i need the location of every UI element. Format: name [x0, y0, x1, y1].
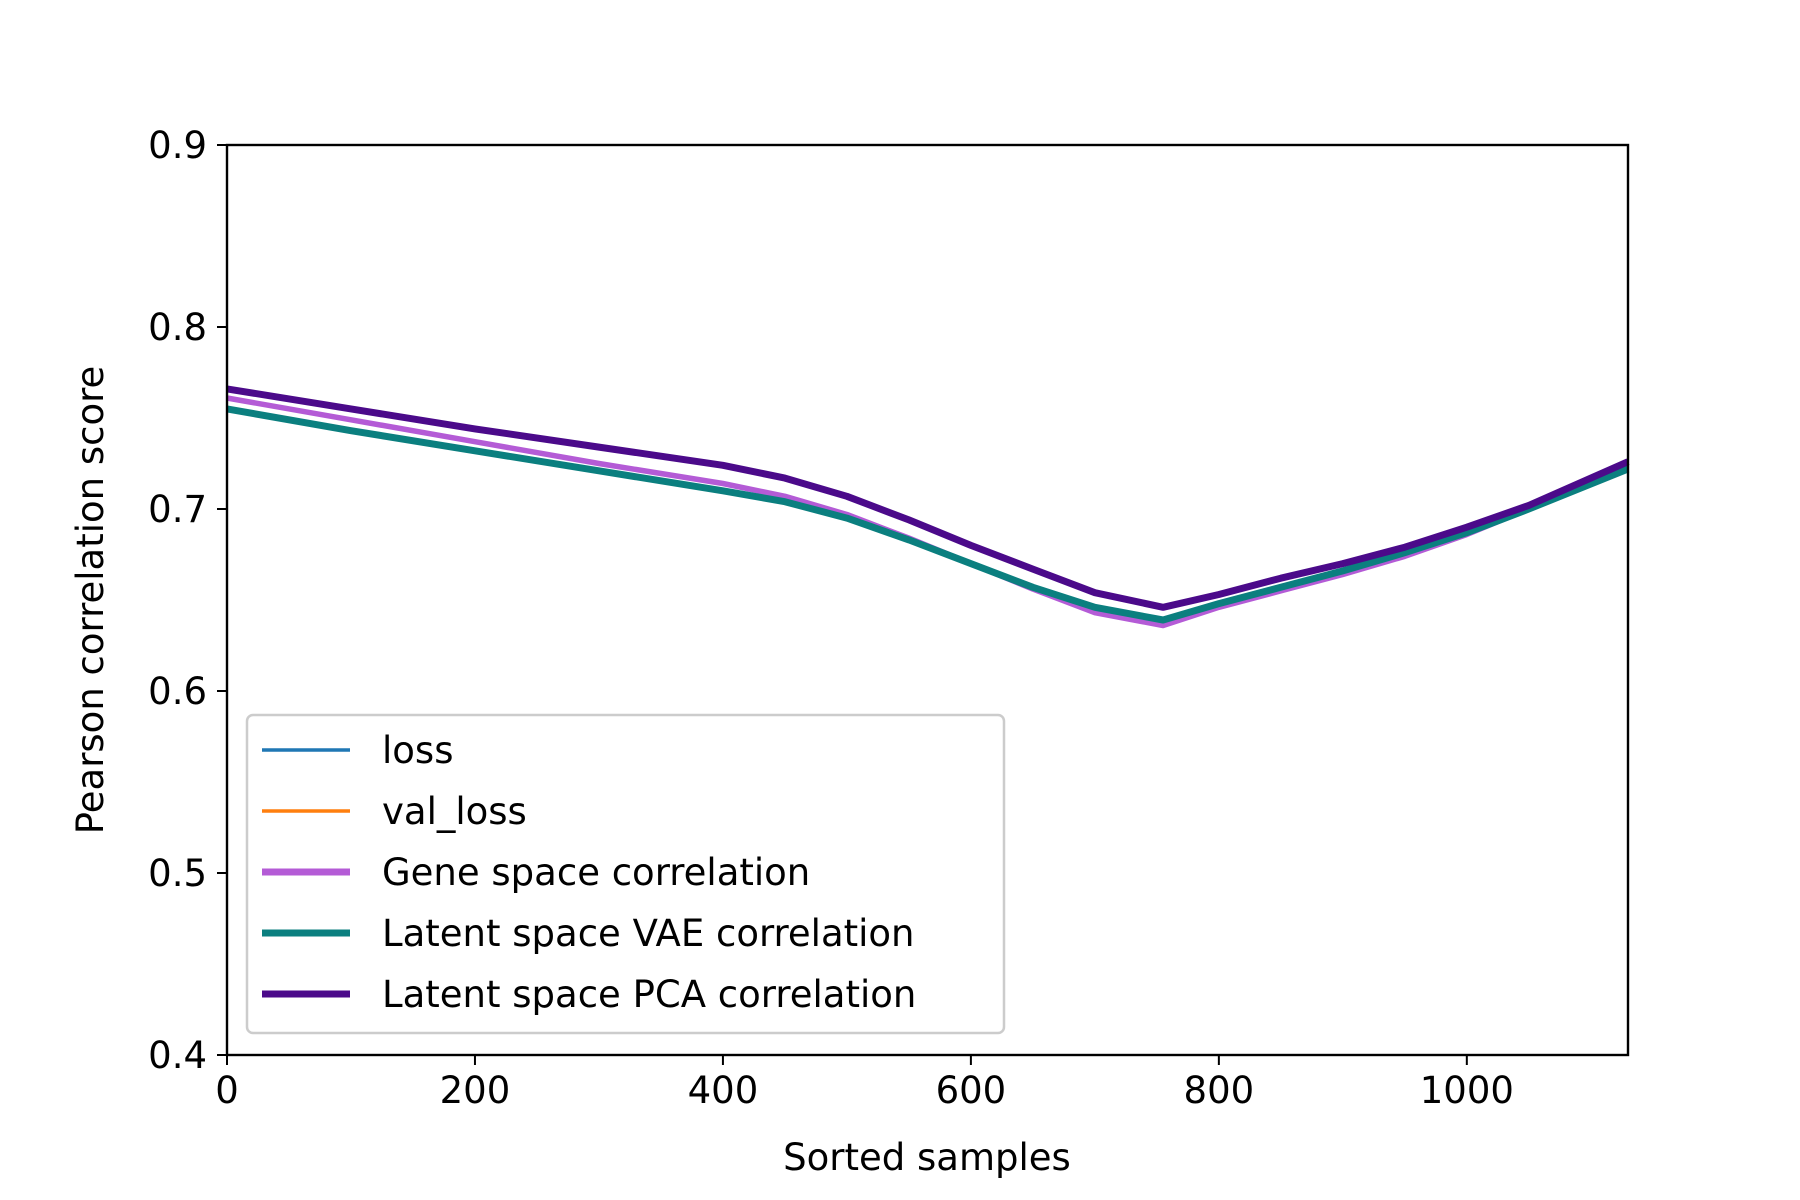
legend-box: [245, 713, 1006, 1035]
y-axis-label: Pearson correlation score: [69, 366, 112, 834]
series-layer: [226, 385, 1630, 629]
y-tick-label: 0.7: [148, 488, 207, 531]
y-ticks: 0.4 0.5 0.6 0.7 0.8 0.9: [148, 124, 227, 1077]
series-line-4: [226, 385, 1630, 611]
legend-label: val_loss: [382, 790, 527, 833]
series-line-3: [226, 405, 1630, 624]
x-tick-label: 400: [688, 1069, 759, 1112]
y-tick-label: 0.8: [148, 306, 207, 349]
legend-label: Latent space VAE correlation: [382, 912, 915, 955]
x-tick-label: 600: [936, 1069, 1007, 1112]
x-axis-label: Sorted samples: [783, 1136, 1071, 1179]
x-tick-label: 200: [440, 1069, 511, 1112]
legend-label: loss: [382, 729, 453, 772]
x-tick-label: 800: [1184, 1069, 1255, 1112]
legend-label: Latent space PCA correlation: [382, 973, 916, 1016]
plot-frame: [225, 143, 1630, 1057]
x-tick-label: 0: [215, 1069, 239, 1112]
legend: loss val_loss Gene space correlation Latent…: [245, 713, 1006, 1035]
y-tick-label: 0.6: [148, 670, 207, 713]
y-tick-label: 0.5: [148, 852, 207, 895]
legend-label: Gene space correlation: [382, 851, 810, 894]
y-tick-label: 0.9: [148, 124, 207, 167]
x-ticks: 0 200 400 600 800 1000: [215, 1055, 1514, 1112]
y-tick-label: 0.4: [148, 1034, 207, 1077]
x-tick-label: 1000: [1420, 1069, 1514, 1112]
